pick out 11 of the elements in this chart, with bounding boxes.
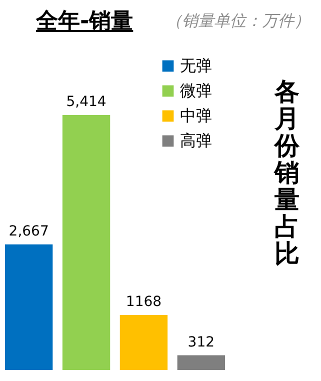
data-label: 312 [188,334,215,350]
legend-label: 无弹 [180,56,212,75]
data-label: 1168 [126,294,162,310]
legend-label: 中弹 [180,106,212,125]
text: 各月份销量占比 [272,77,300,268]
data-label: 5,414 [66,94,106,110]
chart-title: 全年-销量 [36,8,134,36]
chart-subtitle: （销量单位：万件） [166,11,310,32]
legend-label: 微弹 [180,81,212,100]
legend-label: 高弹 [180,131,212,150]
data-label: 2,667 [8,223,49,240]
